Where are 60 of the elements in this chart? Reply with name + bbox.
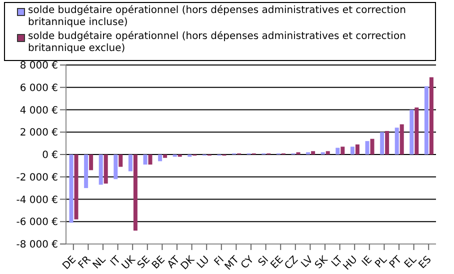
legend-label: solde budgétaire opérationnel (hors dépenses administratives et correction britannique incluse) [28,5,407,29]
bar [69,154,74,223]
x-tick-label: SI [256,254,271,269]
bar [118,154,123,167]
bar [143,154,148,165]
bar [104,154,108,184]
bar [355,144,360,154]
bar [365,141,370,154]
y-tick-label: -8 000 € [16,240,58,251]
bar [311,151,316,154]
y-tick-label: 6 000 € [20,82,58,94]
y-tick-label: 0 € [42,150,58,162]
bar [74,154,78,220]
bar [410,110,414,154]
x-tick-label: DK [179,254,198,272]
y-tick-label: 4 000 € [20,105,58,116]
y-tick-label: 2 000 € [20,128,58,139]
bar [128,154,132,172]
bar [394,128,399,154]
x-tick-label: IE [360,254,375,269]
y-tick-label: -6 000 € [16,217,58,228]
bar [414,108,419,154]
x-tick-label: HU [341,254,360,273]
x-tick-label: BE [150,254,168,272]
bar [380,132,384,154]
x-tick-label: SK [313,254,330,272]
bar [370,138,374,154]
y-tick-label: 8 000 € [20,60,58,72]
bar [163,154,168,158]
x-tick-label: SE [136,254,153,272]
bar [84,154,88,188]
bar [350,146,354,154]
bar [133,154,138,231]
x-tick-label: NL [91,254,108,272]
bar [340,146,345,154]
x-tick-label: LU [195,254,212,271]
bar [158,154,162,162]
x-tick-label: FR [76,254,94,272]
bar [98,154,103,185]
x-tick-label: UK [120,254,138,272]
bar [326,151,330,154]
bar [89,154,94,170]
x-tick-label: ES [416,254,434,272]
x-tick-label: MT [223,254,242,273]
bar [429,77,434,154]
x-tick-label: CY [239,254,257,272]
x-tick-label: EL [402,254,420,271]
y-tick-label: -2 000 € [16,172,58,184]
x-tick-label: PT [388,254,405,271]
legend-label: solde budgétaire opérationnel (hors dépenses administratives et correction britannique exclue) [28,31,407,55]
x-tick-label: LV [300,254,316,270]
bar [114,154,118,180]
bar [400,124,404,154]
bar [148,154,152,165]
bar [336,148,340,154]
x-tick-label: DE [60,254,79,272]
x-tick-label: PL [373,254,390,270]
bar [385,131,390,154]
bar [424,86,428,154]
y-tick-label: -4 000 € [16,194,58,206]
